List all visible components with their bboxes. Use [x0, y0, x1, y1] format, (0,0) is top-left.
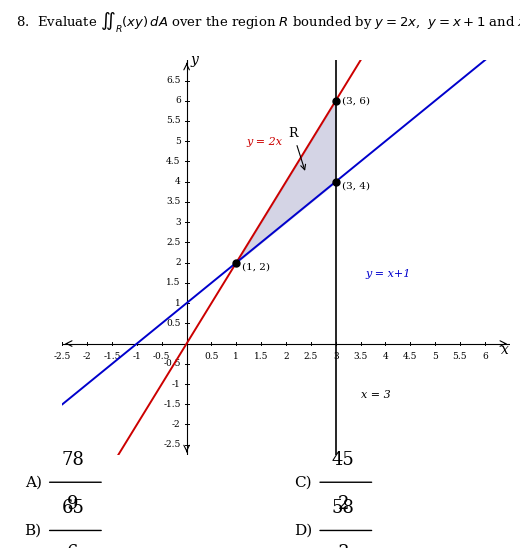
Text: 6.5: 6.5 [166, 76, 180, 85]
Text: 3: 3 [333, 352, 339, 362]
Text: 0.5: 0.5 [204, 352, 219, 362]
Text: 5: 5 [432, 352, 438, 362]
Text: 5.5: 5.5 [166, 117, 180, 125]
Text: -1.5: -1.5 [103, 352, 121, 362]
Text: 6: 6 [175, 96, 180, 105]
Text: 2: 2 [175, 258, 180, 267]
Text: D): D) [294, 523, 312, 538]
Text: 2: 2 [283, 352, 289, 362]
Text: 4.5: 4.5 [403, 352, 418, 362]
Text: (3, 6): (3, 6) [342, 96, 370, 105]
Text: 6: 6 [67, 544, 79, 548]
Text: 3: 3 [175, 218, 180, 227]
Text: 3.5: 3.5 [166, 197, 180, 207]
Text: 45: 45 [332, 451, 355, 469]
Text: 4.5: 4.5 [166, 157, 180, 166]
Text: 1: 1 [233, 352, 239, 362]
Text: 58: 58 [332, 499, 355, 517]
Text: 4: 4 [383, 352, 388, 362]
Text: y = x+1: y = x+1 [366, 269, 411, 279]
Text: 1: 1 [175, 299, 180, 307]
Text: 2.5: 2.5 [304, 352, 318, 362]
Text: -1: -1 [172, 380, 180, 389]
Text: B): B) [24, 523, 42, 538]
Text: -0.5: -0.5 [153, 352, 171, 362]
Text: A): A) [24, 475, 42, 489]
Text: 78: 78 [61, 451, 84, 469]
Text: 5: 5 [175, 136, 180, 146]
Text: y: y [190, 53, 198, 67]
Text: C): C) [294, 475, 312, 489]
Text: -2.5: -2.5 [54, 352, 71, 362]
Text: 2: 2 [337, 495, 349, 513]
Text: 0.5: 0.5 [166, 319, 180, 328]
Text: R: R [289, 127, 306, 170]
Text: 2.5: 2.5 [166, 238, 180, 247]
Text: -2.5: -2.5 [163, 440, 180, 449]
Text: 8.  Evaluate $\iint_{R}(xy)\,dA$ over the region $R$ bounded by $y = 2x$,  $y = : 8. Evaluate $\iint_{R}(xy)\,dA$ over the… [16, 10, 520, 35]
Text: x = 3: x = 3 [360, 390, 391, 400]
Text: -2: -2 [83, 352, 92, 362]
Text: 3: 3 [337, 544, 349, 548]
Text: 3.5: 3.5 [354, 352, 368, 362]
Text: -2: -2 [172, 420, 180, 429]
Text: (1, 2): (1, 2) [242, 262, 270, 271]
Text: 9: 9 [67, 495, 79, 513]
Text: x: x [501, 342, 509, 357]
Text: (3, 4): (3, 4) [342, 181, 370, 190]
Text: y = 2x: y = 2x [246, 137, 282, 147]
Text: 4: 4 [175, 177, 180, 186]
Text: -1.5: -1.5 [163, 399, 180, 409]
Text: 6: 6 [482, 352, 488, 362]
Text: 1.5: 1.5 [254, 352, 268, 362]
Text: -0.5: -0.5 [163, 359, 180, 368]
Text: 5.5: 5.5 [452, 352, 467, 362]
Text: -1: -1 [133, 352, 141, 362]
Text: 65: 65 [61, 499, 84, 517]
Text: 1.5: 1.5 [166, 278, 180, 287]
